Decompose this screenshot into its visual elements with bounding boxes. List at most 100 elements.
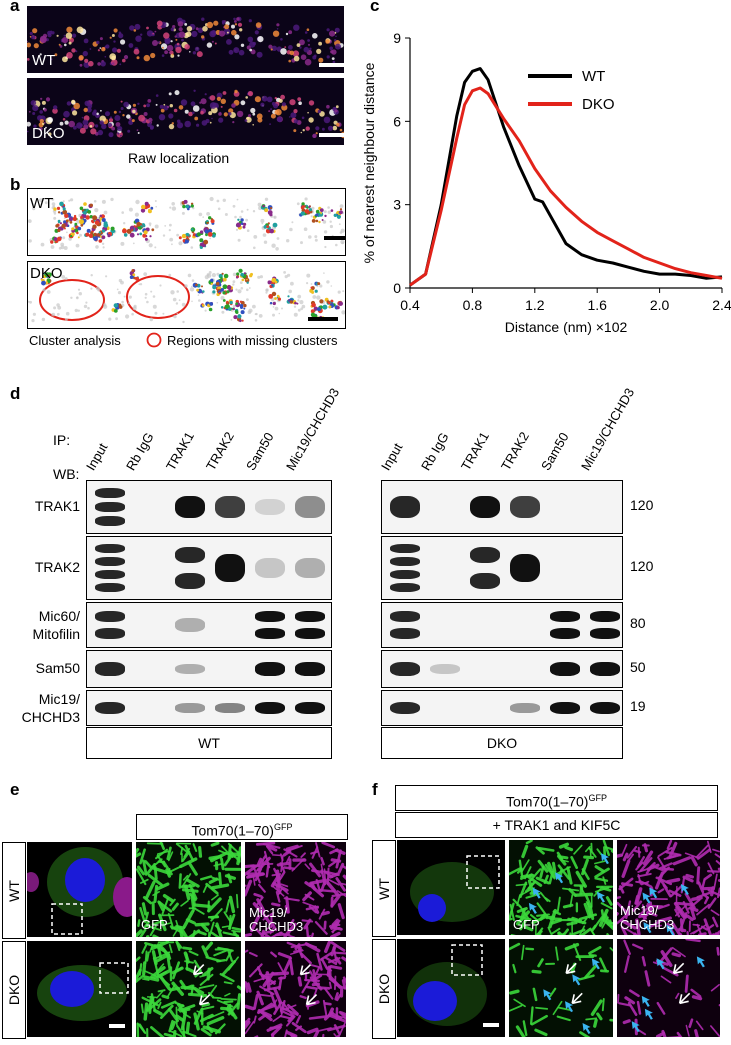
blot-row-label: TRAK1 bbox=[34, 498, 80, 514]
mito-segment bbox=[208, 1011, 225, 1019]
cluster-dot bbox=[317, 282, 321, 286]
mito-segment bbox=[336, 993, 342, 1002]
localization-dot bbox=[79, 63, 83, 67]
mito-segment bbox=[159, 1004, 174, 1019]
localization-dot bbox=[108, 132, 114, 138]
mito-segment bbox=[636, 1000, 642, 1015]
cluster-dot bbox=[57, 228, 61, 233]
localization-dot bbox=[252, 124, 254, 126]
localization-dot bbox=[100, 61, 106, 67]
background-dot bbox=[289, 227, 293, 232]
mito-segment bbox=[310, 932, 314, 937]
background-dot bbox=[278, 312, 281, 315]
wt-group-label: WT bbox=[198, 735, 220, 751]
mito-segment bbox=[513, 998, 526, 1008]
mito-segment bbox=[717, 887, 720, 899]
cluster-dot bbox=[276, 294, 280, 298]
mito-segment bbox=[645, 865, 653, 875]
localization-dot bbox=[240, 100, 246, 106]
mito-segment bbox=[210, 908, 223, 922]
localization-dot bbox=[116, 48, 121, 53]
mito-segment bbox=[209, 984, 218, 995]
cluster-dot bbox=[190, 204, 194, 208]
localization-dot bbox=[318, 57, 324, 63]
mito-segment bbox=[291, 1021, 307, 1034]
mito-segment bbox=[258, 854, 267, 867]
background-dot bbox=[123, 295, 126, 298]
cluster-dot bbox=[270, 207, 273, 210]
localization-dot bbox=[166, 44, 174, 52]
protein-band bbox=[390, 662, 420, 676]
cluster-dot bbox=[113, 303, 119, 308]
y-tick-label: 3 bbox=[393, 197, 401, 213]
background-dot bbox=[41, 317, 46, 322]
localization-dot bbox=[329, 30, 336, 37]
localization-dot bbox=[62, 56, 68, 63]
mito-segment bbox=[258, 1014, 267, 1021]
cluster-dot bbox=[267, 280, 272, 285]
localization-dot bbox=[200, 98, 207, 105]
background-dot bbox=[60, 245, 65, 250]
localization-dot bbox=[293, 119, 299, 124]
localization-dot bbox=[123, 55, 129, 60]
cluster-dot bbox=[338, 301, 344, 306]
background-dot bbox=[182, 320, 185, 324]
mito-segment bbox=[320, 910, 330, 916]
mito-segment bbox=[328, 872, 339, 879]
mito-segment bbox=[180, 985, 194, 990]
localization-dot bbox=[281, 104, 288, 111]
localization-dot bbox=[173, 108, 178, 113]
cluster-dot bbox=[63, 227, 66, 230]
mito-segment bbox=[257, 1009, 272, 1018]
cluster-dot bbox=[235, 276, 239, 279]
localization-dot bbox=[143, 54, 150, 62]
localization-dot bbox=[171, 122, 174, 125]
localization-dot bbox=[288, 30, 293, 35]
mito-segment bbox=[245, 864, 256, 869]
cluster-dot bbox=[101, 235, 106, 240]
background-dot bbox=[77, 288, 81, 291]
background-dot bbox=[239, 281, 243, 284]
cluster-dot bbox=[69, 220, 73, 224]
mito-segment bbox=[333, 1033, 338, 1037]
mito-segment bbox=[207, 931, 210, 937]
missing-region-ellipse bbox=[126, 275, 190, 319]
mito-segment bbox=[558, 842, 569, 849]
mito-segment bbox=[193, 986, 205, 995]
protein-band bbox=[295, 611, 325, 622]
mito-segment bbox=[594, 865, 605, 873]
cluster-dot bbox=[201, 285, 203, 288]
mito-segment bbox=[639, 857, 653, 872]
lane-label: Mic19/CHCHD3 bbox=[283, 385, 343, 473]
protein-band bbox=[295, 662, 325, 676]
localization-dot bbox=[231, 103, 236, 108]
cluster-dot bbox=[238, 268, 243, 273]
localization-dot bbox=[174, 35, 177, 38]
localization-dot bbox=[92, 111, 97, 116]
localization-dot bbox=[64, 120, 69, 125]
mito-segment bbox=[304, 942, 318, 949]
mito-segment bbox=[310, 869, 324, 874]
background-dot bbox=[272, 313, 275, 317]
mito-segment bbox=[262, 843, 281, 849]
x-tick-label: 2.0 bbox=[650, 297, 670, 313]
cluster-dot bbox=[79, 219, 84, 225]
mito-segment bbox=[714, 853, 720, 859]
cluster-dot bbox=[136, 233, 140, 236]
cluster-dot bbox=[272, 222, 278, 228]
mito-segment bbox=[153, 970, 168, 980]
mito-segment bbox=[290, 949, 304, 955]
mito-segment bbox=[182, 874, 189, 881]
localization-dot bbox=[168, 92, 172, 96]
localization-dot bbox=[307, 111, 309, 114]
wt-label: WT bbox=[30, 195, 54, 212]
f-dko-overview bbox=[397, 939, 505, 1037]
mito-segment bbox=[512, 898, 522, 908]
mito-segment bbox=[525, 874, 535, 878]
mito-segment bbox=[156, 882, 170, 891]
mito-segment bbox=[138, 963, 143, 976]
ip-label: IP: bbox=[53, 432, 71, 448]
mito-segment bbox=[169, 925, 183, 934]
protein-band bbox=[510, 495, 540, 519]
mito-segment bbox=[622, 1019, 631, 1025]
